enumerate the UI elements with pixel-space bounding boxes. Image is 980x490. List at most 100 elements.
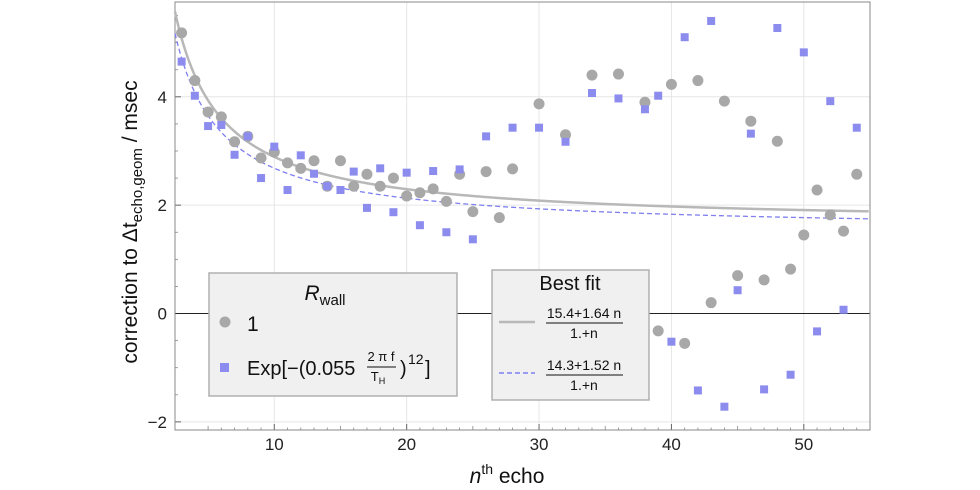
data-point-square xyxy=(720,402,729,411)
data-point-circle xyxy=(467,206,479,218)
data-point-square xyxy=(310,169,318,178)
data-point-circle xyxy=(229,136,241,148)
fit-curve-2 xyxy=(174,33,869,220)
data-point-circle xyxy=(732,270,744,282)
y-axis-title: correction to Δtecho,geom / msec xyxy=(119,80,146,363)
data-point-circle xyxy=(533,98,545,110)
data-point-square xyxy=(786,370,795,379)
data-point-square xyxy=(468,235,477,244)
x-tick-label: 10 xyxy=(265,435,284,454)
data-point-square xyxy=(667,337,676,346)
data-point-circle xyxy=(361,168,373,180)
data-point-square xyxy=(376,164,385,173)
fit-curve-1 xyxy=(173,11,869,213)
data-point-circle xyxy=(692,75,704,87)
y-tick-label: 2 xyxy=(158,196,167,215)
data-point-square xyxy=(415,221,424,230)
x-tick-label: 20 xyxy=(397,435,416,454)
data-point-circle xyxy=(401,190,413,202)
data-point-circle xyxy=(652,325,664,337)
y-tick-label: 0 xyxy=(158,305,167,324)
data-point-square xyxy=(826,97,835,106)
legend-marker-square xyxy=(220,363,229,372)
data-point-square xyxy=(257,174,266,183)
fit-curves xyxy=(173,11,869,220)
data-point-square xyxy=(561,137,570,146)
data-point-square xyxy=(336,185,345,194)
data-point-square xyxy=(508,123,517,132)
x-tick-label: 40 xyxy=(662,435,681,454)
legend-fit1-denominator: 1.+n xyxy=(570,325,598,341)
legend-entry-2-frac-num: 2 π f xyxy=(367,349,394,364)
data-point-square xyxy=(442,228,451,237)
legend-rwall: Rwall 1 Exp[−(0.055 2 π f TH ) 12 ] xyxy=(208,272,458,397)
legend-best-fit-box xyxy=(491,269,650,401)
data-point-square xyxy=(243,132,252,141)
data-point-square xyxy=(746,129,755,138)
data-point-circle xyxy=(745,115,757,127)
legend-entry-2: Exp[−(0.055 2 π f TH ) 12 ] xyxy=(247,349,431,386)
data-point-square xyxy=(283,185,292,194)
y-tick-label: −2 xyxy=(148,413,167,432)
data-point-square xyxy=(389,208,398,217)
data-point-circle xyxy=(202,106,214,118)
data-point-circle xyxy=(718,95,730,107)
data-point-circle xyxy=(189,75,201,87)
data-point-circle xyxy=(334,155,346,167)
data-point-square xyxy=(654,91,663,100)
data-point-circle xyxy=(771,135,783,147)
data-point-square xyxy=(204,122,213,131)
data-point-circle xyxy=(665,78,677,90)
data-point-square xyxy=(813,327,822,336)
data-point-square xyxy=(296,151,305,160)
data-point-circle xyxy=(811,184,823,196)
data-point-circle xyxy=(838,225,850,237)
data-point-circle xyxy=(387,172,399,184)
data-point-circle xyxy=(493,212,505,224)
legend-best-fit-title: Best fit xyxy=(539,273,601,295)
x-tick-label: 30 xyxy=(530,435,549,454)
legend-entry-1: 1 xyxy=(247,313,259,336)
data-point-square xyxy=(588,89,596,98)
data-point-square xyxy=(733,286,742,295)
data-point-square xyxy=(230,150,239,159)
data-point-square xyxy=(429,167,438,176)
legend-fit2-denominator: 1.+n xyxy=(570,377,598,393)
data-point-circle xyxy=(414,187,426,199)
data-point-square xyxy=(640,105,649,114)
data-point-square xyxy=(773,24,782,33)
data-point-square xyxy=(190,91,199,100)
data-point-circle xyxy=(824,209,836,221)
legend-entry-2-suffix: ) xyxy=(400,358,407,380)
data-point-square xyxy=(362,203,371,212)
axes: 10 20 30 40 50 −2 0 2 4 xyxy=(148,1,871,454)
data-point-square xyxy=(482,132,491,141)
data-point-circle xyxy=(440,195,452,207)
data-point-circle xyxy=(560,129,572,141)
legend-rwall-box xyxy=(208,272,458,397)
data-point-circle xyxy=(798,229,810,241)
data-point-square xyxy=(760,385,769,394)
data-point-square xyxy=(402,168,411,177)
data-point-circle xyxy=(586,69,598,81)
data-point-square xyxy=(680,33,689,42)
legend-rwall-title: Rwall xyxy=(304,282,345,309)
data-point-square xyxy=(349,167,358,176)
data-point-circle xyxy=(308,155,320,167)
data-point-square xyxy=(177,57,186,66)
data-point-circle xyxy=(348,180,360,192)
plot-frame xyxy=(174,1,871,431)
data-point-circle xyxy=(612,68,624,80)
data-point-circle xyxy=(282,157,294,169)
data-point-circle xyxy=(295,162,307,174)
data-point-circle xyxy=(851,168,863,180)
y-tick-label: 4 xyxy=(158,88,167,107)
data-point-square xyxy=(535,123,544,132)
data-point-square xyxy=(323,182,332,191)
legend-entry-2-close: ] xyxy=(425,358,431,380)
data-point-square xyxy=(217,120,226,129)
data-point-square xyxy=(707,16,716,25)
data-point-square xyxy=(839,305,848,314)
data-point-circle xyxy=(374,180,386,192)
